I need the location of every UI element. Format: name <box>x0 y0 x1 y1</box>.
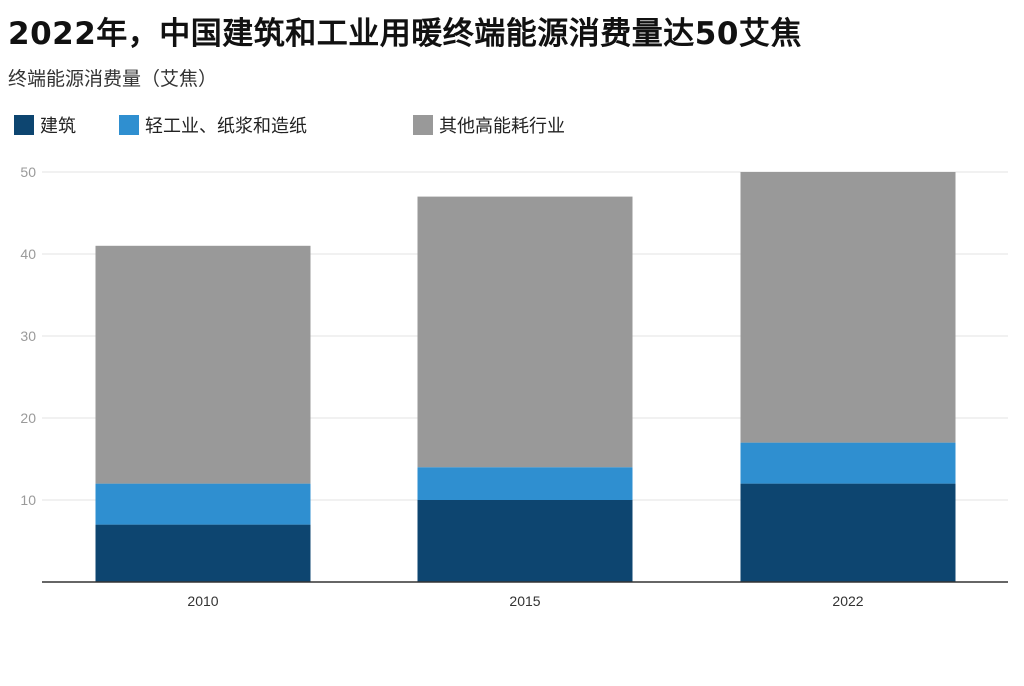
chart-title: 2022年，中国建筑和工业用暖终端能源消费量达50艾焦 <box>8 16 802 52</box>
legend-swatch-light-industry <box>119 115 139 135</box>
legend: 建筑 轻工业、纸浆和造纸 其他高能耗行业 <box>0 112 1024 138</box>
x-tick-label-2015: 2015 <box>509 593 540 609</box>
legend-label-buildings: 建筑 <box>40 116 76 137</box>
bar-2010-series-2 <box>95 245 311 484</box>
bar-2015-series-2 <box>417 196 633 468</box>
bar-2010-series-0 <box>95 524 311 582</box>
y-tick-label-20: 20 <box>20 410 36 426</box>
bar-2022-series-2 <box>740 172 956 443</box>
legend-item-buildings: 建筑 <box>14 112 76 138</box>
y-tick-label-10: 10 <box>20 492 36 508</box>
bar-2010-series-1 <box>95 483 311 525</box>
bar-2015-series-0 <box>417 500 633 582</box>
y-tick-label-50: 50 <box>20 164 36 180</box>
chart-subtitle: 终端能源消费量（艾焦） <box>8 68 218 90</box>
legend-swatch-other-industry <box>413 115 433 135</box>
legend-swatch-buildings <box>14 115 34 135</box>
legend-item-other-industry: 其他高能耗行业 <box>413 112 565 138</box>
legend-label-other-industry: 其他高能耗行业 <box>439 116 565 137</box>
x-tick-label-2010: 2010 <box>187 593 218 609</box>
bar-2022-series-1 <box>740 442 956 484</box>
legend-item-light-industry: 轻工业、纸浆和造纸 <box>119 112 307 138</box>
bar-2015-series-1 <box>417 467 633 500</box>
y-tick-label-30: 30 <box>20 328 36 344</box>
legend-label-light-industry: 轻工业、纸浆和造纸 <box>145 116 307 137</box>
y-tick-label-40: 40 <box>20 246 36 262</box>
bar-2022-series-0 <box>740 483 956 582</box>
x-tick-label-2022: 2022 <box>832 593 863 609</box>
